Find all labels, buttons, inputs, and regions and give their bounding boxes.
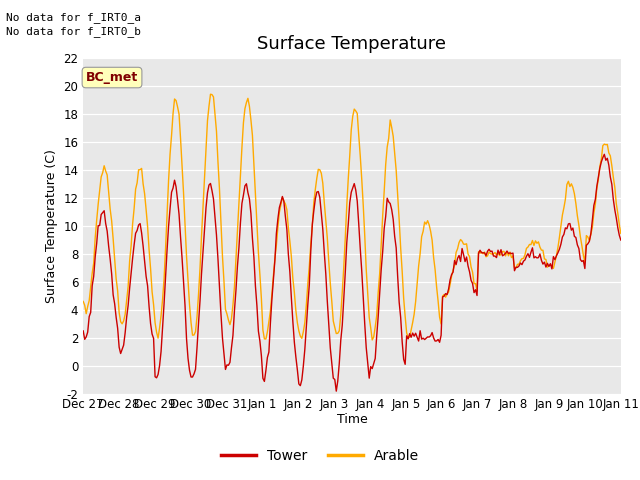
Arable — [369, 337, 376, 343]
Tower — [79, 328, 87, 334]
Tower — [600, 151, 608, 157]
Arable — [207, 91, 214, 97]
Arable — [617, 230, 625, 236]
Text: BC_met: BC_met — [86, 71, 138, 84]
X-axis label: Time: Time — [337, 413, 367, 426]
Arable — [590, 210, 598, 216]
Tower — [145, 304, 153, 310]
Tower — [239, 192, 247, 198]
Arable — [316, 167, 324, 173]
Legend: Tower, Arable: Tower, Arable — [216, 443, 424, 468]
Title: Surface Temperature: Surface Temperature — [257, 35, 447, 53]
Tower — [257, 353, 265, 359]
Text: No data for f_IRT0_a: No data for f_IRT0_a — [6, 12, 141, 23]
Arable — [268, 291, 276, 297]
Tower — [617, 237, 625, 243]
Tower — [332, 388, 340, 394]
Arable — [259, 327, 267, 333]
Text: No data for f_IRT0_b: No data for f_IRT0_b — [6, 26, 141, 37]
Tower — [314, 189, 322, 194]
Arable — [241, 106, 249, 111]
Tower — [266, 320, 274, 326]
Y-axis label: Surface Temperature (C): Surface Temperature (C) — [45, 149, 58, 302]
Arable — [145, 247, 153, 253]
Tower — [589, 217, 596, 223]
Line: Arable: Arable — [83, 94, 621, 340]
Line: Tower: Tower — [83, 154, 621, 391]
Arable — [79, 299, 87, 304]
